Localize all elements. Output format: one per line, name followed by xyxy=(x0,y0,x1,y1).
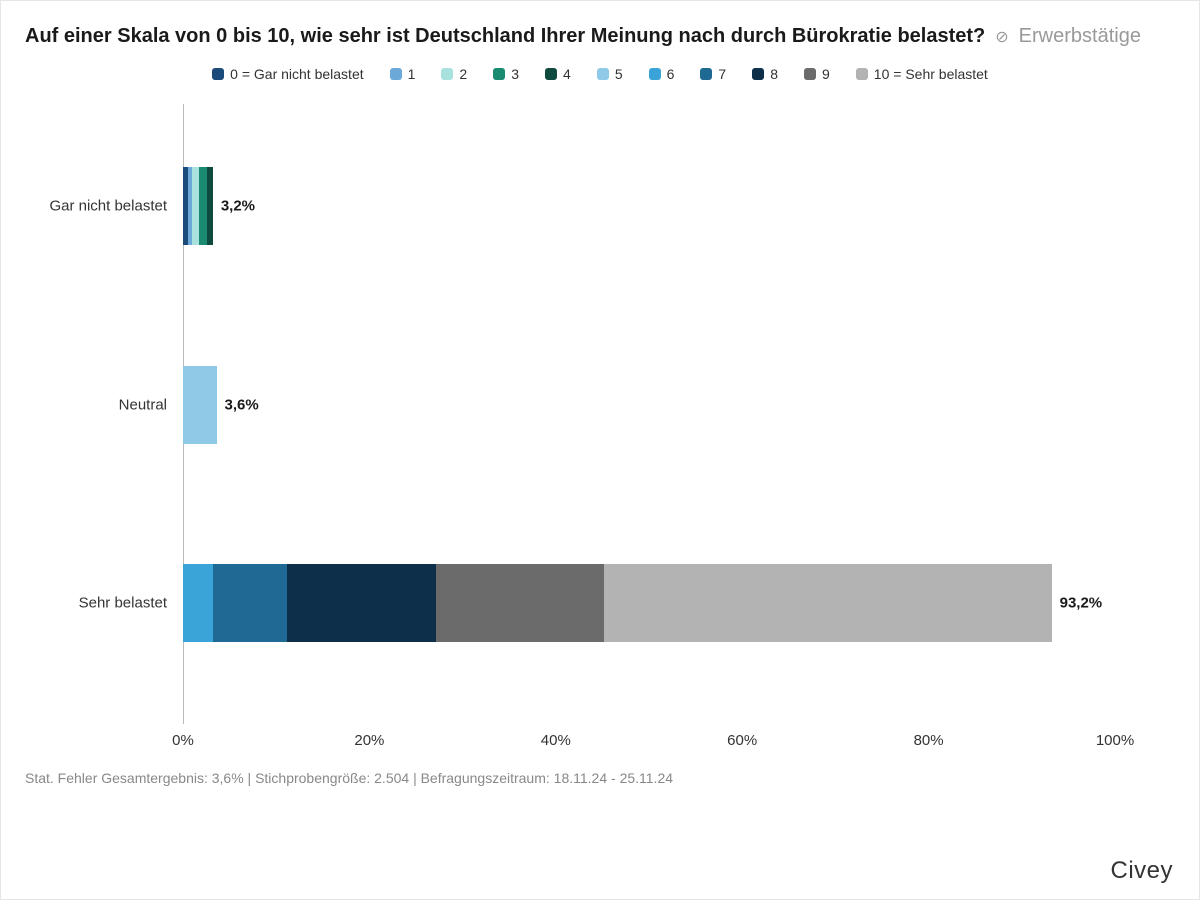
legend-swatch xyxy=(700,68,712,80)
bar-segment xyxy=(199,167,207,245)
x-tick: 60% xyxy=(727,732,757,749)
chart-row: Gar nicht belastet 3,2% xyxy=(45,141,1175,271)
legend-label: 0 = Gar nicht belastet xyxy=(230,66,363,82)
legend-swatch xyxy=(597,68,609,80)
legend-item: 0 = Gar nicht belastet xyxy=(212,66,363,82)
legend-label: 6 xyxy=(667,66,675,82)
legend-swatch xyxy=(649,68,661,80)
bar-area: 3,2% xyxy=(183,141,1115,271)
bar-segment xyxy=(436,564,604,642)
filter-label: Erwerbstätige xyxy=(1019,25,1141,48)
legend-swatch xyxy=(856,68,868,80)
bar-segment xyxy=(287,564,436,642)
filter-icon: ⊘ xyxy=(995,27,1008,47)
value-label: 93,2% xyxy=(1060,595,1103,612)
x-tick: 20% xyxy=(354,732,384,749)
legend-label: 3 xyxy=(511,66,519,82)
legend-swatch xyxy=(545,68,557,80)
bar-area: 3,6% xyxy=(183,340,1115,470)
legend-swatch xyxy=(212,68,224,80)
legend-label: 8 xyxy=(770,66,778,82)
row-label: Sehr belastet xyxy=(79,595,177,612)
x-axis: 0%20%40%60%80%100% xyxy=(183,724,1115,764)
legend-item: 1 xyxy=(390,66,416,82)
x-tick: 40% xyxy=(541,732,571,749)
chart-container: Auf einer Skala von 0 bis 10, wie sehr i… xyxy=(0,0,1200,900)
bar-area: 93,2% xyxy=(183,538,1115,668)
legend-item: 2 xyxy=(441,66,467,82)
bar-segment xyxy=(183,564,213,642)
value-label: 3,6% xyxy=(225,396,259,413)
bar-segment xyxy=(604,564,1051,642)
x-tick: 0% xyxy=(172,732,194,749)
bar-track xyxy=(183,167,1115,245)
legend-item: 10 = Sehr belastet xyxy=(856,66,988,82)
chart-header: Auf einer Skala von 0 bis 10, wie sehr i… xyxy=(25,25,1175,48)
legend-item: 7 xyxy=(700,66,726,82)
bar-track xyxy=(183,366,1115,444)
legend-item: 4 xyxy=(545,66,571,82)
legend-item: 8 xyxy=(752,66,778,82)
chart-row: Sehr belastet 93,2% xyxy=(45,538,1175,668)
legend-item: 9 xyxy=(804,66,830,82)
legend-swatch xyxy=(804,68,816,80)
legend-swatch xyxy=(752,68,764,80)
row-label: Gar nicht belastet xyxy=(49,198,177,215)
x-tick: 80% xyxy=(914,732,944,749)
bar-segment xyxy=(213,564,288,642)
legend-swatch xyxy=(390,68,402,80)
legend-swatch xyxy=(493,68,505,80)
bar-segment xyxy=(183,366,217,444)
row-label: Neutral xyxy=(119,396,177,413)
legend-item: 6 xyxy=(649,66,675,82)
legend-swatch xyxy=(441,68,453,80)
value-label: 3,2% xyxy=(221,198,255,215)
legend-label: 5 xyxy=(615,66,623,82)
legend-label: 10 = Sehr belastet xyxy=(874,66,988,82)
chart-title: Auf einer Skala von 0 bis 10, wie sehr i… xyxy=(25,25,985,48)
footer-note: Stat. Fehler Gesamtergebnis: 3,6% | Stic… xyxy=(25,770,1175,786)
legend-label: 2 xyxy=(459,66,467,82)
bar-track xyxy=(183,564,1115,642)
legend-label: 4 xyxy=(563,66,571,82)
legend-label: 9 xyxy=(822,66,830,82)
legend-item: 5 xyxy=(597,66,623,82)
brand-label: Civey xyxy=(1110,857,1173,885)
x-tick: 100% xyxy=(1096,732,1134,749)
legend-label: 7 xyxy=(718,66,726,82)
chart-row: Neutral 3,6% xyxy=(45,340,1175,470)
plot-area: Gar nicht belastet 3,2% Neutral 3,6% Sehr be… xyxy=(45,104,1175,724)
legend: 0 = Gar nicht belastet 1 2 3 4 5 6 7 8 9 10 = Sehr… xyxy=(25,66,1175,82)
chart-area: Gar nicht belastet 3,2% Neutral 3,6% Sehr be… xyxy=(45,104,1175,764)
legend-label: 1 xyxy=(408,66,416,82)
bar-segment xyxy=(207,167,213,245)
legend-item: 3 xyxy=(493,66,519,82)
